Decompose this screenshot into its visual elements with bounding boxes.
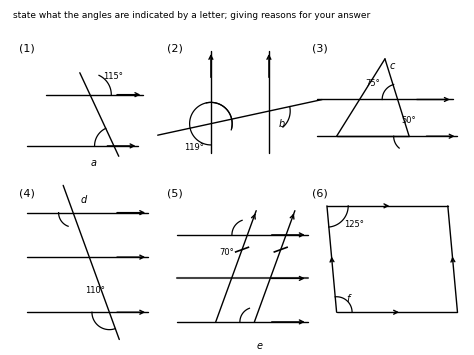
- Text: 115°: 115°: [103, 72, 123, 81]
- Text: 50°: 50°: [401, 116, 416, 125]
- Text: c: c: [390, 61, 395, 71]
- Text: (3): (3): [312, 43, 328, 53]
- Text: 75°: 75°: [365, 79, 380, 88]
- Text: a: a: [91, 158, 97, 168]
- Text: (1): (1): [19, 43, 35, 53]
- Text: e: e: [256, 341, 262, 351]
- Text: (6): (6): [312, 189, 328, 198]
- Text: f: f: [346, 295, 350, 305]
- Text: (2): (2): [167, 43, 183, 53]
- Text: 110°: 110°: [85, 286, 105, 295]
- Text: b: b: [279, 119, 285, 129]
- Text: (4): (4): [19, 189, 35, 198]
- Text: (5): (5): [167, 189, 183, 198]
- Text: 119°: 119°: [184, 143, 204, 152]
- Text: d: d: [81, 195, 87, 205]
- Text: 70°: 70°: [219, 248, 234, 257]
- Text: state what the angles are indicated by a letter; giving reasons for your answer: state what the angles are indicated by a…: [13, 11, 370, 20]
- Text: 125°: 125°: [344, 220, 364, 229]
